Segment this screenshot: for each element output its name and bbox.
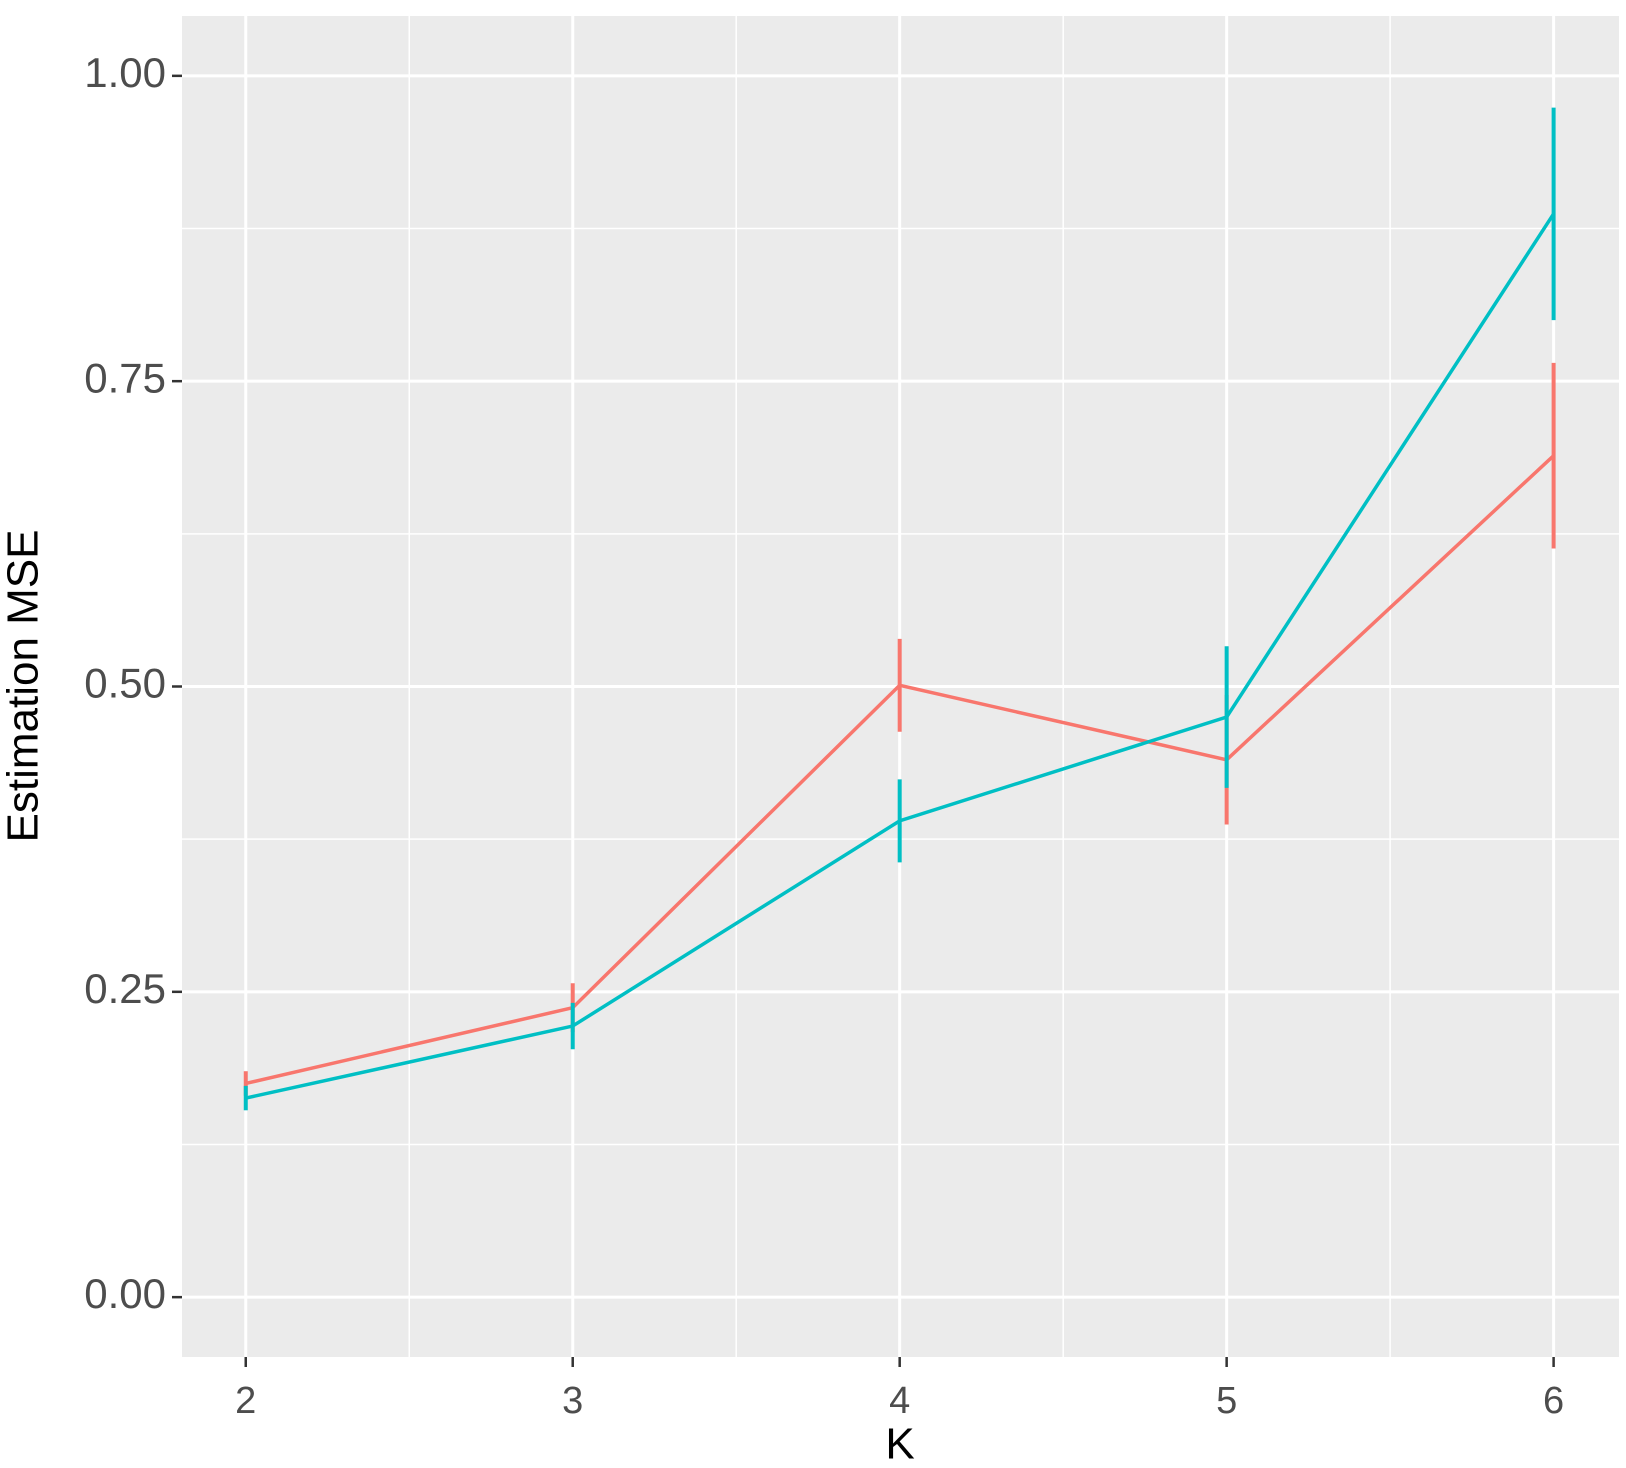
x-tick-label: 6	[1543, 1380, 1564, 1422]
y-axis-title: Estimation MSE	[0, 530, 48, 843]
x-tick-label: 2	[235, 1380, 256, 1422]
y-tick-label: 0.75	[84, 354, 166, 401]
x-axis-title: K	[885, 1420, 914, 1468]
x-tick-label: 4	[889, 1380, 910, 1422]
y-tick-label: 0.00	[84, 1270, 166, 1317]
y-tick-label: 0.25	[84, 965, 166, 1012]
y-tick-label: 0.50	[84, 660, 166, 707]
x-tick-label: 3	[562, 1380, 583, 1422]
x-tick-label: 5	[1216, 1380, 1237, 1422]
y-tick-label: 1.00	[84, 49, 166, 96]
